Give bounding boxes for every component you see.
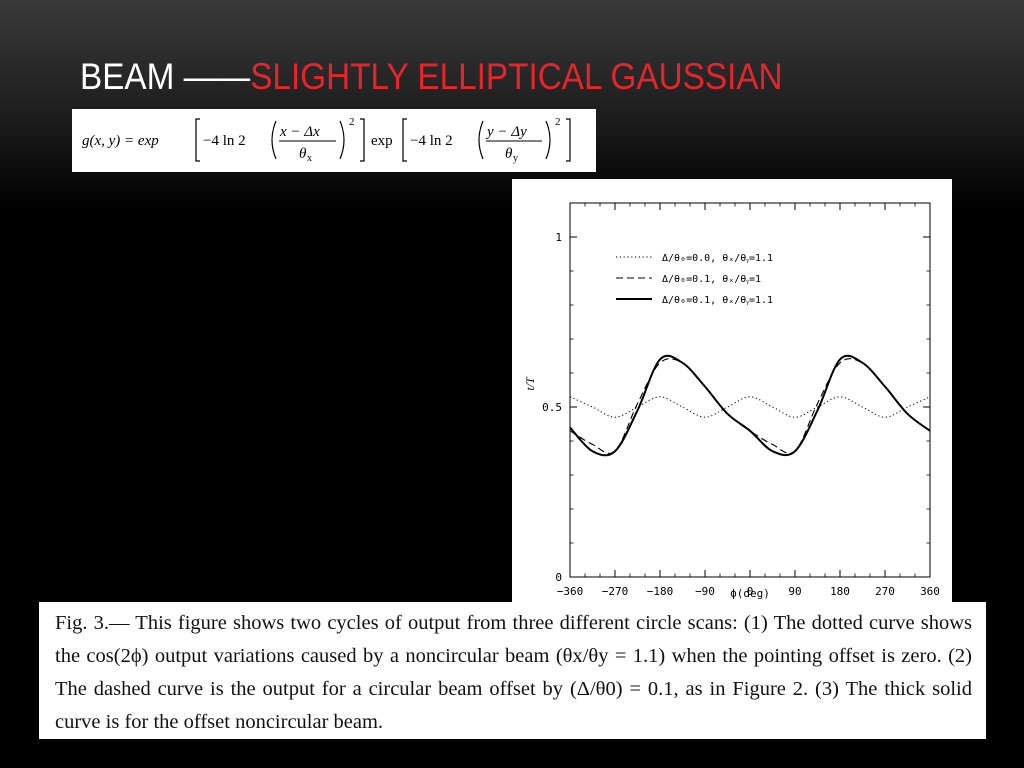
x-tick-label: −270 — [602, 585, 629, 598]
slide-title-part1: BEAM —— — [80, 56, 251, 97]
equation-denominator-1: θ — [299, 146, 307, 162]
legend: Δ/θ₀=0.0, θₓ/θᵧ=1.1 Δ/θ₀=0.1, θₓ/θᵧ=1 Δ/θ₀… — [616, 253, 773, 306]
equation-denominator-2-sub: y — [513, 153, 518, 164]
legend-label-2: Δ/θ₀=0.1, θₓ/θᵧ=1 — [662, 274, 761, 285]
equation-numerator-2: y − Δy — [485, 124, 527, 140]
bracket-right-1 — [360, 118, 365, 162]
x-tick-label: −90 — [695, 585, 715, 598]
x-tick-label: 90 — [788, 585, 801, 598]
x-tick-label: −180 — [647, 585, 674, 598]
y-axis-label: t/T — [523, 376, 537, 391]
legend-label-1: Δ/θ₀=0.0, θₓ/θᵧ=1.1 — [662, 253, 773, 264]
equation-factor-2: −4 ln 2 — [410, 133, 453, 149]
x-tick-label: −360 — [557, 585, 584, 598]
equation-power-2: 2 — [555, 116, 561, 128]
equation-factor-1: −4 ln 2 — [203, 133, 246, 149]
bracket-right-2 — [566, 118, 571, 162]
paren-left-2 — [478, 120, 484, 160]
y-tick-group: 00.51 — [542, 202, 930, 584]
paren-right-2 — [545, 120, 551, 160]
bracket-left-2 — [402, 118, 407, 162]
y-tick-label: 1 — [555, 231, 562, 244]
x-axis-label: ϕ(deg) — [730, 587, 770, 600]
x-tick-label: 180 — [830, 585, 850, 598]
gaussian-equation: g(x, y) = exp −4 ln 2 x − Δx θ x 2 exp −… — [82, 116, 571, 164]
x-tick-label: 270 — [875, 585, 895, 598]
equation-box: g(x, y) = exp −4 ln 2 x − Δx θ x 2 exp −… — [72, 109, 596, 172]
slide-title: BEAM ——SLIGHTLY ELLIPTICAL GAUSSIAN — [80, 56, 783, 98]
x-tick-group: −360 −270 −180 −90 0 90 180 270 360 — [557, 203, 940, 598]
equation-lhs: g(x, y) = exp — [82, 133, 159, 149]
slide-title-part2: SLIGHTLY ELLIPTICAL GAUSSIAN — [250, 56, 783, 97]
equation-power-1: 2 — [349, 116, 355, 128]
x-tick-label: 360 — [920, 585, 940, 598]
y-tick-label: 0.5 — [542, 401, 562, 414]
y-tick-label: 0 — [555, 571, 562, 584]
paren-right-1 — [339, 120, 345, 160]
equation-denominator-2: θ — [505, 146, 513, 162]
legend-label-3: Δ/θ₀=0.1, θₓ/θᵧ=1.1 — [662, 295, 773, 306]
equation-mid-exp: exp — [371, 133, 393, 149]
series-group — [569, 354, 931, 457]
paren-left-1 — [271, 120, 277, 160]
bracket-left-1 — [195, 118, 200, 162]
equation-numerator-1: x − Δx — [279, 124, 320, 140]
x-tick-label: 0 — [747, 585, 754, 598]
figure-caption-box: Fig. 3.— This figure shows two cycles of… — [39, 602, 986, 739]
figure-caption: Fig. 3.— This figure shows two cycles of… — [55, 612, 972, 733]
series-line-3 — [569, 354, 931, 457]
chart-svg: −360 −270 −180 −90 0 90 180 270 360 00.51 Δ/θ₀=0… — [523, 202, 940, 600]
equation-denominator-1-sub: x — [307, 153, 312, 164]
chart-figure: −360 −270 −180 −90 0 90 180 270 360 0 0.5 1 Δ/θ₀=0… — [512, 179, 952, 604]
series-line-1 — [569, 396, 931, 418]
